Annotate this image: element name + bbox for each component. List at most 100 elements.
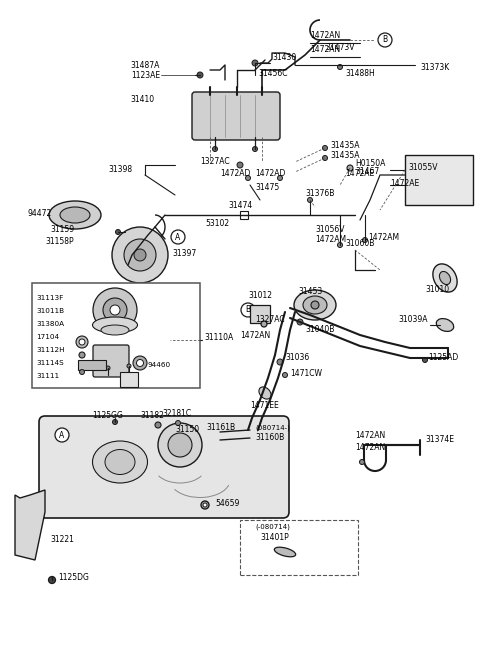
Text: 31010: 31010 [425,285,449,295]
Text: 31467: 31467 [355,167,379,176]
Circle shape [106,366,110,370]
Ellipse shape [105,449,135,474]
Circle shape [252,146,257,152]
Text: 1472AN: 1472AN [310,30,340,39]
Text: 31110A: 31110A [204,333,233,342]
Bar [32,283,200,388]
Text: 31473V: 31473V [325,43,355,52]
Text: 1471EE: 1471EE [250,401,279,409]
Text: 1472AN: 1472AN [355,430,385,440]
Text: 31488H: 31488H [345,68,375,77]
Text: 1472AD: 1472AD [255,169,286,178]
Text: 32181C: 32181C [162,409,191,417]
FancyBboxPatch shape [39,416,289,518]
Text: 1125AD: 1125AD [428,354,458,363]
Ellipse shape [93,317,137,333]
Circle shape [277,176,283,180]
Text: 1471CW: 1471CW [290,369,322,377]
Text: 1125GG: 1125GG [92,411,123,419]
Text: 31376B: 31376B [305,188,335,197]
Circle shape [277,359,283,365]
Text: 31435A: 31435A [330,150,360,159]
Text: 1125DG: 1125DG [58,573,89,583]
Text: 31056V: 31056V [315,226,345,234]
Circle shape [347,165,353,171]
Text: 17104: 17104 [36,334,59,340]
Text: 31487A: 31487A [131,60,160,70]
Text: 31373K: 31373K [420,62,449,72]
Text: 31055V: 31055V [408,163,437,173]
Text: 31161B: 31161B [206,424,235,432]
Text: 31456C: 31456C [258,68,288,77]
Text: 31039A: 31039A [398,316,428,325]
Circle shape [213,146,217,152]
Circle shape [323,146,327,150]
Text: 31114S: 31114S [36,360,64,366]
Ellipse shape [436,319,454,331]
Circle shape [311,301,319,309]
Circle shape [80,369,84,375]
Text: 53102: 53102 [205,218,229,228]
Text: A: A [175,232,180,241]
Text: 31160B: 31160B [255,434,284,443]
Text: 31474: 31474 [228,201,252,209]
Text: 31410: 31410 [131,96,155,104]
Text: 1472AM: 1472AM [368,232,399,241]
Ellipse shape [136,359,144,367]
Circle shape [55,428,69,442]
Text: 31150: 31150 [175,426,199,434]
Circle shape [134,249,146,261]
Polygon shape [15,490,45,560]
Text: 1472AM: 1472AM [315,236,346,245]
Circle shape [252,60,258,66]
Text: 1472AN: 1472AN [355,443,385,453]
Text: 31112H: 31112H [36,347,65,353]
Text: 94460: 94460 [148,362,171,368]
Ellipse shape [93,441,147,483]
Circle shape [360,459,364,464]
Bar [120,372,138,387]
Circle shape [127,364,131,368]
Text: 31401P: 31401P [260,533,289,543]
Text: 1123AE: 1123AE [131,70,160,79]
Circle shape [176,420,180,426]
Bar [405,155,473,205]
Text: 1327AC: 1327AC [255,316,285,325]
Text: (080714-): (080714-) [255,424,290,431]
Text: 31040B: 31040B [305,325,335,335]
Ellipse shape [60,207,90,223]
Circle shape [241,303,255,317]
Text: 31380A: 31380A [36,321,64,327]
Circle shape [171,230,185,244]
Circle shape [297,319,303,325]
Text: 1472AN: 1472AN [310,45,340,54]
Circle shape [378,33,392,47]
Circle shape [422,358,428,363]
Circle shape [197,72,203,78]
Text: 1472AE: 1472AE [345,169,374,178]
Circle shape [323,155,327,161]
Text: 1327AC: 1327AC [200,157,229,167]
Text: 31475: 31475 [255,184,279,192]
Ellipse shape [294,290,336,320]
Circle shape [93,288,137,332]
Text: 31398: 31398 [109,165,133,174]
Circle shape [245,176,251,180]
Text: 54659: 54659 [215,499,240,508]
Bar [78,360,106,370]
Text: H0150A: H0150A [355,159,385,167]
Circle shape [337,243,343,247]
Text: 31159: 31159 [50,226,74,234]
Circle shape [261,321,267,327]
Circle shape [203,503,207,507]
Circle shape [201,501,209,509]
Ellipse shape [79,339,85,345]
Text: (-080714): (-080714) [255,523,290,530]
Ellipse shape [303,296,327,314]
Text: 1472AN: 1472AN [240,331,270,340]
Circle shape [168,433,192,457]
Text: 31036: 31036 [285,354,309,363]
Ellipse shape [76,336,88,348]
Text: 31435A: 31435A [330,140,360,150]
Text: B: B [245,306,251,314]
